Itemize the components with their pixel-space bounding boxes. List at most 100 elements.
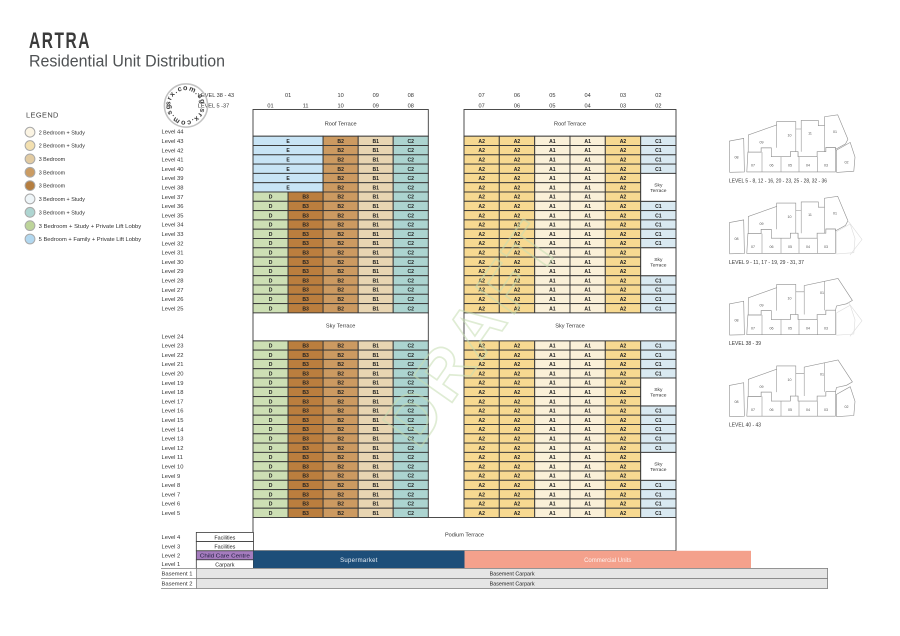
svg-text:B1: B1 (372, 474, 379, 480)
svg-text:A1: A1 (549, 232, 556, 238)
svg-text:D: D (269, 474, 273, 480)
svg-text:A2: A2 (620, 232, 627, 238)
svg-text:C2: C2 (407, 185, 414, 191)
svg-text:B1: B1 (372, 483, 379, 489)
svg-text:B1: B1 (372, 446, 379, 452)
svg-text:06: 06 (770, 326, 774, 330)
svg-text:A1: A1 (584, 353, 591, 359)
svg-text:B2: B2 (337, 306, 344, 312)
svg-text:Terrace: Terrace (650, 262, 667, 268)
svg-text:B3: B3 (302, 288, 309, 294)
svg-text:Level 23: Level 23 (162, 344, 184, 350)
svg-text:A2: A2 (514, 399, 521, 405)
svg-text:C1: C1 (655, 483, 662, 489)
svg-text:B3: B3 (302, 362, 309, 368)
svg-text:Level 32: Level 32 (162, 241, 184, 247)
svg-text:A2: A2 (478, 223, 485, 229)
svg-text:A1: A1 (549, 176, 556, 182)
svg-text:A1: A1 (584, 483, 591, 489)
svg-text:10: 10 (338, 93, 344, 99)
svg-text:B3: B3 (302, 474, 309, 480)
svg-text:07: 07 (751, 164, 755, 168)
svg-text:09: 09 (760, 303, 764, 307)
svg-text:Level 7: Level 7 (162, 492, 181, 498)
svg-text:Child Care Centre: Child Care Centre (200, 554, 250, 560)
svg-text:Level 24: Level 24 (162, 334, 185, 340)
svg-text:C2: C2 (407, 204, 414, 210)
svg-text:B1: B1 (372, 223, 379, 229)
svg-text:Facilities: Facilities (214, 535, 235, 541)
svg-text:B3: B3 (302, 213, 309, 219)
svg-text:C1: C1 (655, 418, 662, 424)
svg-text:A1: A1 (549, 195, 556, 201)
svg-text:B3: B3 (302, 232, 309, 238)
svg-text:A1: A1 (549, 148, 556, 154)
svg-text:C2: C2 (407, 353, 414, 359)
svg-text:B1: B1 (372, 288, 379, 294)
svg-text:A2: A2 (478, 241, 485, 247)
svg-text:D: D (269, 492, 273, 498)
svg-text:Level 22: Level 22 (162, 353, 184, 359)
svg-text:C1: C1 (655, 446, 662, 452)
svg-text:A2: A2 (514, 446, 521, 452)
svg-text:A2: A2 (514, 436, 521, 442)
svg-text:A1: A1 (549, 306, 556, 312)
svg-text:Level 37: Level 37 (162, 195, 184, 201)
svg-text:A2: A2 (478, 381, 485, 387)
svg-text:LEVEL 9 - 11, 17 - 19, 29 - 31: LEVEL 9 - 11, 17 - 19, 29 - 31, 37 (729, 260, 804, 266)
svg-text:09: 09 (373, 103, 379, 109)
svg-text:A2: A2 (514, 185, 521, 191)
svg-text:A2: A2 (620, 399, 627, 405)
svg-text:B3: B3 (302, 409, 309, 415)
svg-text:Level 34: Level 34 (162, 223, 185, 229)
svg-text:B1: B1 (372, 241, 379, 247)
svg-text:C2: C2 (407, 148, 414, 154)
svg-text:A2: A2 (514, 288, 521, 294)
svg-text:B3: B3 (302, 446, 309, 452)
svg-text:A1: A1 (584, 204, 591, 210)
svg-text:A2: A2 (620, 139, 627, 145)
svg-text:C2: C2 (407, 213, 414, 219)
svg-text:B3: B3 (302, 297, 309, 303)
svg-text:A1: A1 (549, 511, 556, 517)
svg-text:B1: B1 (372, 260, 379, 266)
svg-text:A1: A1 (549, 157, 556, 163)
svg-text:B1: B1 (372, 297, 379, 303)
svg-text:Basement Carpark: Basement Carpark (490, 582, 535, 588)
svg-text:A1: A1 (549, 167, 556, 173)
svg-text:A1: A1 (584, 427, 591, 433)
svg-text:Podium Terrace: Podium Terrace (445, 533, 484, 539)
svg-text:B1: B1 (372, 418, 379, 424)
svg-text:B3: B3 (302, 399, 309, 405)
svg-text:A2: A2 (514, 492, 521, 498)
svg-text:A2: A2 (478, 399, 485, 405)
svg-text:C1: C1 (655, 511, 662, 517)
svg-text:05: 05 (549, 103, 555, 109)
svg-text:A2: A2 (478, 204, 485, 210)
svg-text:06: 06 (770, 164, 774, 168)
svg-text:B1: B1 (372, 409, 379, 415)
svg-text:A2: A2 (478, 353, 485, 359)
svg-text:10: 10 (788, 134, 792, 138)
svg-text:A2: A2 (620, 176, 627, 182)
svg-text:C1: C1 (655, 139, 662, 145)
svg-text:C1: C1 (655, 213, 662, 219)
svg-text:C2: C2 (407, 250, 414, 256)
svg-text:B3: B3 (302, 260, 309, 266)
svg-text:D: D (269, 464, 273, 470)
svg-text:A1: A1 (549, 399, 556, 405)
svg-text:B1: B1 (372, 362, 379, 368)
svg-text:A2: A2 (478, 148, 485, 154)
svg-text:B2: B2 (337, 464, 344, 470)
svg-text:D: D (269, 381, 273, 387)
svg-text:11: 11 (303, 103, 309, 109)
svg-text:E: E (286, 139, 290, 145)
svg-text:A1: A1 (584, 511, 591, 517)
svg-text:C1: C1 (655, 297, 662, 303)
svg-text:A1: A1 (549, 213, 556, 219)
svg-text:02: 02 (655, 103, 661, 109)
svg-text:Level 16: Level 16 (162, 409, 184, 415)
svg-text:B3: B3 (302, 418, 309, 424)
svg-text:A2: A2 (478, 232, 485, 238)
svg-text:A2: A2 (620, 492, 627, 498)
